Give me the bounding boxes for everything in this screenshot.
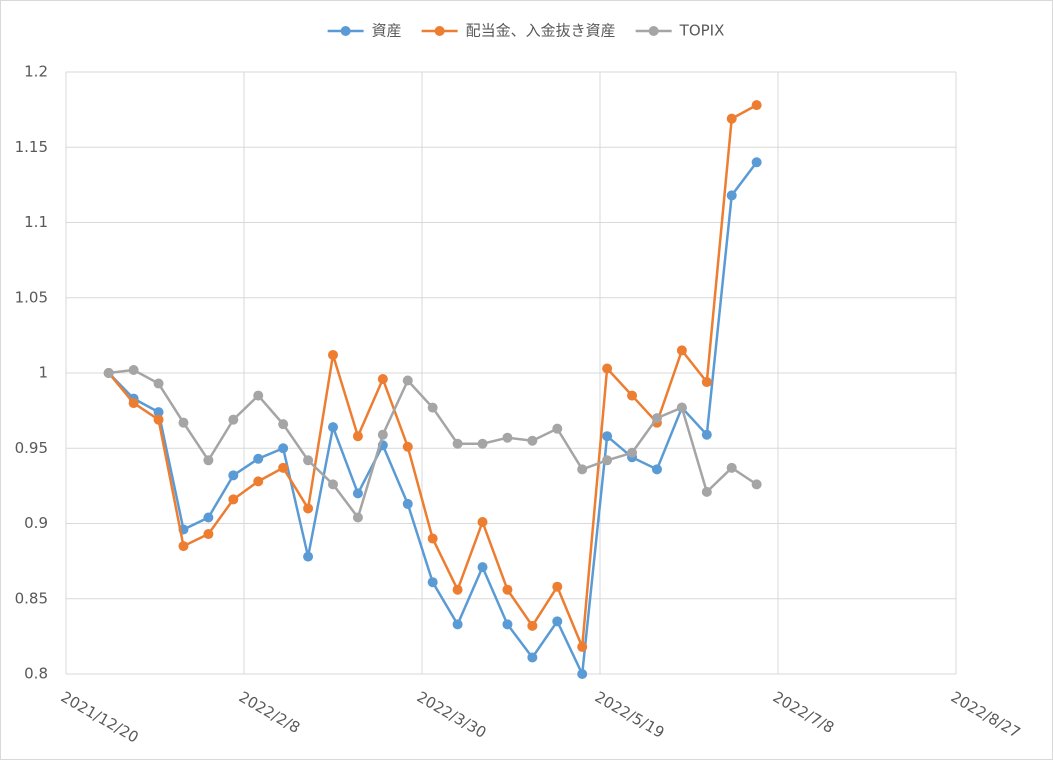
data-point (552, 581, 563, 592)
data-point (701, 429, 712, 440)
data-point (726, 113, 737, 124)
data-point (253, 390, 264, 401)
data-point (153, 407, 164, 418)
data-point (602, 431, 613, 442)
data-point (377, 429, 388, 440)
y-tick-label: 0.85 (15, 589, 48, 607)
data-point (502, 432, 513, 443)
data-point (676, 345, 687, 356)
y-tick-label: 1 (38, 364, 48, 382)
data-point (477, 562, 488, 573)
data-point (751, 479, 762, 490)
data-point (377, 374, 388, 385)
data-point (178, 417, 189, 428)
data-point (452, 584, 463, 595)
data-point (527, 435, 538, 446)
y-tick-label: 1.1 (24, 213, 48, 231)
data-point (153, 414, 164, 425)
data-point (328, 479, 338, 490)
data-point (701, 377, 712, 388)
data-point (751, 100, 762, 111)
data-point (452, 438, 463, 449)
legend-label: TOPIX (679, 22, 725, 40)
data-point (253, 476, 264, 487)
data-point (502, 619, 513, 630)
data-point (477, 438, 488, 449)
data-point (303, 551, 314, 562)
data-point (527, 652, 538, 663)
data-point (402, 441, 413, 452)
data-point (627, 390, 638, 401)
data-point (128, 364, 139, 375)
data-point (427, 533, 438, 544)
data-point (253, 453, 264, 464)
data-point (352, 488, 363, 499)
data-point (751, 157, 762, 168)
data-point (303, 455, 314, 466)
data-point (103, 368, 114, 378)
data-point (228, 494, 239, 505)
data-point (726, 462, 737, 473)
data-point (278, 419, 289, 430)
data-point (452, 619, 463, 630)
data-point (178, 541, 189, 552)
data-point (228, 414, 239, 425)
data-point (701, 486, 712, 497)
data-point (402, 498, 413, 509)
data-point (577, 464, 588, 475)
data-point (477, 516, 488, 527)
data-point (602, 363, 613, 374)
y-tick-label: 1.15 (15, 138, 48, 156)
data-point (303, 503, 314, 514)
data-point (328, 422, 338, 433)
data-point (228, 470, 239, 481)
data-point (527, 620, 538, 631)
data-point (153, 378, 164, 389)
legend-marker (340, 26, 351, 36)
y-tick-label: 0.9 (24, 514, 48, 532)
legend-label: 配当金、入金抜き資産 (466, 22, 616, 40)
data-point (402, 375, 413, 386)
y-tick-label: 0.95 (15, 439, 48, 457)
data-point (627, 447, 638, 458)
data-point (651, 464, 662, 475)
data-point (427, 402, 438, 413)
data-point (726, 190, 737, 201)
data-point (352, 512, 363, 523)
data-point (328, 349, 338, 360)
data-point (552, 423, 563, 434)
data-point (278, 462, 289, 473)
data-point (651, 413, 662, 424)
data-point (203, 455, 214, 466)
data-point (203, 512, 214, 523)
data-point (577, 641, 588, 652)
legend-marker (648, 26, 659, 36)
data-point (577, 669, 588, 679)
data-point (502, 584, 513, 595)
y-tick-label: 1.05 (15, 288, 48, 306)
data-point (278, 443, 289, 454)
data-point (676, 402, 687, 413)
legend-label: 資産 (372, 22, 402, 40)
data-point (427, 577, 438, 588)
data-point (128, 398, 139, 409)
data-point (602, 455, 613, 466)
y-tick-label: 0.8 (24, 665, 48, 683)
legend-marker (434, 26, 445, 36)
data-point (203, 529, 214, 540)
data-point (352, 431, 363, 442)
y-tick-label: 1.2 (24, 63, 48, 81)
data-point (552, 616, 563, 627)
